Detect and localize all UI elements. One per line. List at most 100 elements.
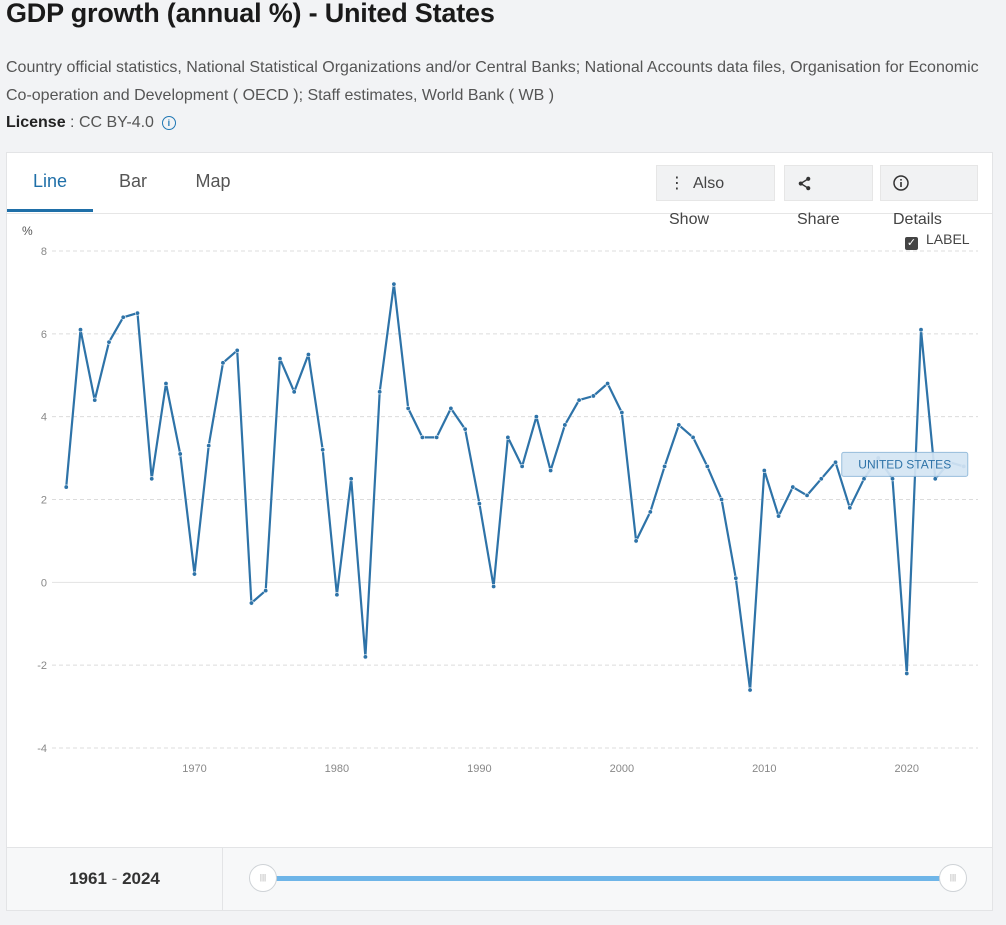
data-point bbox=[619, 410, 625, 416]
data-point bbox=[605, 381, 611, 387]
y-tick-label: 4 bbox=[41, 412, 47, 424]
data-point bbox=[92, 397, 98, 403]
range-end: 2024 bbox=[122, 869, 160, 888]
data-point bbox=[804, 492, 810, 498]
y-tick-label: 2 bbox=[41, 495, 47, 507]
data-point bbox=[548, 468, 554, 474]
label-toggle[interactable]: ✓ LABEL bbox=[905, 231, 970, 250]
data-point bbox=[305, 352, 311, 358]
share-label: Share bbox=[797, 211, 840, 228]
data-point bbox=[320, 447, 326, 453]
data-point bbox=[134, 310, 140, 316]
data-point bbox=[177, 451, 183, 457]
data-point bbox=[633, 538, 639, 544]
y-tick-label: 0 bbox=[41, 577, 47, 589]
data-point bbox=[704, 463, 710, 469]
data-point bbox=[861, 476, 867, 482]
range-slider-end-handle[interactable]: ||| bbox=[939, 864, 967, 892]
data-point bbox=[263, 588, 269, 594]
tab-map[interactable]: Map bbox=[195, 171, 231, 191]
data-point bbox=[505, 434, 511, 440]
info-icon[interactable]: i bbox=[161, 116, 176, 130]
range-footer: 1961 - 2024 ||| ||| bbox=[7, 847, 992, 910]
data-point bbox=[149, 476, 155, 482]
data-point bbox=[248, 600, 254, 606]
data-point bbox=[932, 476, 938, 482]
data-point bbox=[833, 459, 839, 465]
tab-bar[interactable]: Bar bbox=[118, 171, 147, 191]
share-icon bbox=[797, 166, 812, 202]
more-vertical-icon: ⋮ bbox=[669, 175, 685, 192]
source-text: Country official statistics, National St… bbox=[6, 59, 979, 104]
data-point bbox=[818, 476, 824, 482]
share-button[interactable]: Share bbox=[784, 165, 873, 228]
x-tick-label: 2020 bbox=[895, 763, 919, 775]
data-point bbox=[405, 405, 411, 411]
series-label: UNITED STATES bbox=[858, 457, 951, 471]
data-point bbox=[719, 496, 725, 502]
data-point bbox=[533, 414, 539, 420]
x-tick-label: 2000 bbox=[610, 763, 634, 775]
y-tick-label: -2 bbox=[37, 660, 47, 672]
data-point bbox=[676, 422, 682, 428]
data-point bbox=[733, 575, 739, 581]
data-point bbox=[576, 397, 582, 403]
data-point bbox=[847, 505, 853, 511]
page-title: GDP growth (annual %) - United States bbox=[6, 0, 495, 28]
data-point bbox=[120, 314, 126, 320]
data-point bbox=[476, 501, 482, 507]
also-show-button[interactable]: ⋮ Also Show bbox=[656, 165, 775, 228]
series-label-box bbox=[841, 451, 969, 477]
data-point bbox=[890, 476, 896, 482]
data-point bbox=[776, 513, 782, 519]
y-tick-label: 6 bbox=[41, 329, 47, 341]
data-point bbox=[77, 327, 83, 333]
checkbox-checked-icon: ✓ bbox=[905, 237, 918, 250]
info-circle-icon bbox=[893, 166, 909, 202]
data-point bbox=[918, 327, 924, 333]
license-separator: : bbox=[65, 114, 79, 131]
data-point bbox=[590, 393, 596, 399]
data-point bbox=[747, 687, 753, 693]
data-point bbox=[391, 281, 397, 287]
range-start: 1961 bbox=[69, 869, 107, 888]
y-axis-unit-label: % bbox=[22, 224, 33, 238]
data-point bbox=[790, 484, 796, 490]
tab-line[interactable]: Line bbox=[7, 153, 93, 212]
range-slider-track[interactable] bbox=[263, 876, 953, 881]
data-point bbox=[277, 356, 283, 362]
data-point bbox=[377, 389, 383, 395]
license-value: CC BY-4.0 bbox=[78, 114, 154, 131]
data-point bbox=[491, 583, 497, 589]
y-tick-label: -4 bbox=[37, 743, 47, 755]
data-point bbox=[106, 339, 112, 345]
data-point bbox=[191, 571, 197, 577]
line-chart: % -4 -2 0 2 4 6 8 1970 1980 1990 2000 2010 2020 UNITED… bbox=[22, 224, 978, 775]
x-tick-label: 1970 bbox=[182, 763, 206, 775]
series-line bbox=[65, 283, 965, 692]
range-slider-start-handle[interactable]: ||| bbox=[249, 864, 277, 892]
chart-tabs: Line Bar Map ⋮ Also Show Share Details bbox=[7, 153, 992, 228]
data-point bbox=[647, 509, 653, 515]
license-line: License : CC BY-4.0 i bbox=[6, 114, 176, 132]
range-separator: - bbox=[111, 869, 118, 888]
data-point bbox=[348, 476, 354, 482]
label-toggle-text: LABEL bbox=[926, 231, 970, 247]
data-point bbox=[63, 484, 69, 490]
y-tick-label: 8 bbox=[41, 246, 47, 258]
license-label: License bbox=[6, 114, 66, 131]
data-point bbox=[362, 654, 368, 660]
data-point bbox=[334, 592, 340, 598]
x-tick-label: 2010 bbox=[752, 763, 776, 775]
data-point bbox=[206, 443, 212, 449]
data-point bbox=[690, 434, 696, 440]
data-point bbox=[562, 422, 568, 428]
details-button[interactable]: Details bbox=[880, 165, 978, 228]
x-tick-label: 1990 bbox=[467, 763, 491, 775]
data-point bbox=[448, 405, 454, 411]
data-point bbox=[761, 468, 767, 474]
data-point bbox=[662, 463, 668, 469]
data-point bbox=[462, 426, 468, 432]
year-range: 1961 - 2024 bbox=[7, 848, 223, 910]
data-point bbox=[904, 670, 910, 676]
